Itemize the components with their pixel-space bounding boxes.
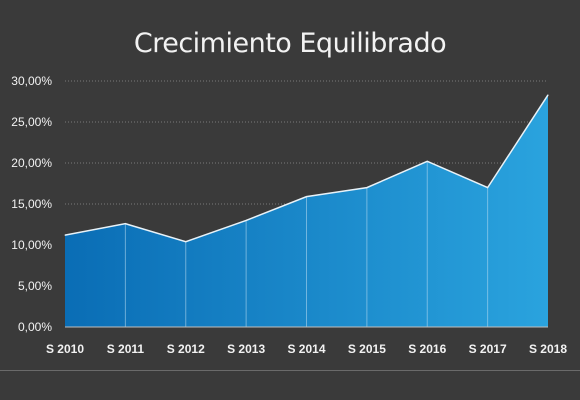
data-point (426, 160, 428, 162)
x-tick-label: S 2013 (227, 342, 265, 356)
data-point (306, 196, 307, 198)
y-tick-label: 15,00% (11, 197, 52, 211)
data-point (547, 94, 549, 96)
data-point (124, 223, 126, 225)
data-point (366, 187, 368, 189)
y-tick-label: 5,00% (18, 279, 52, 293)
x-tick-label: S 2016 (408, 342, 446, 356)
chart-title: Crecimiento Equilibrado (133, 28, 447, 59)
y-tick-label: 25,00% (11, 115, 52, 129)
x-tick-label: S 2011 (107, 342, 145, 356)
y-tick-label: 20,00% (11, 156, 52, 170)
data-point (64, 234, 66, 236)
y-tick-label: 30,00% (11, 74, 52, 88)
y-tick-label: 0,00% (18, 320, 52, 334)
x-tick-label: S 2010 (46, 342, 84, 356)
data-point (245, 219, 247, 221)
x-tick-label: S 2015 (348, 342, 386, 356)
y-tick-label: 10,00% (11, 238, 52, 252)
x-tick-label: S 2017 (469, 342, 507, 356)
data-point (185, 241, 187, 243)
bottom-divider (0, 370, 580, 371)
x-tick-label: S 2018 (529, 342, 567, 356)
x-tick-label: S 2012 (167, 342, 205, 356)
x-tick-label: S 2014 (287, 342, 325, 356)
data-point (487, 187, 489, 189)
